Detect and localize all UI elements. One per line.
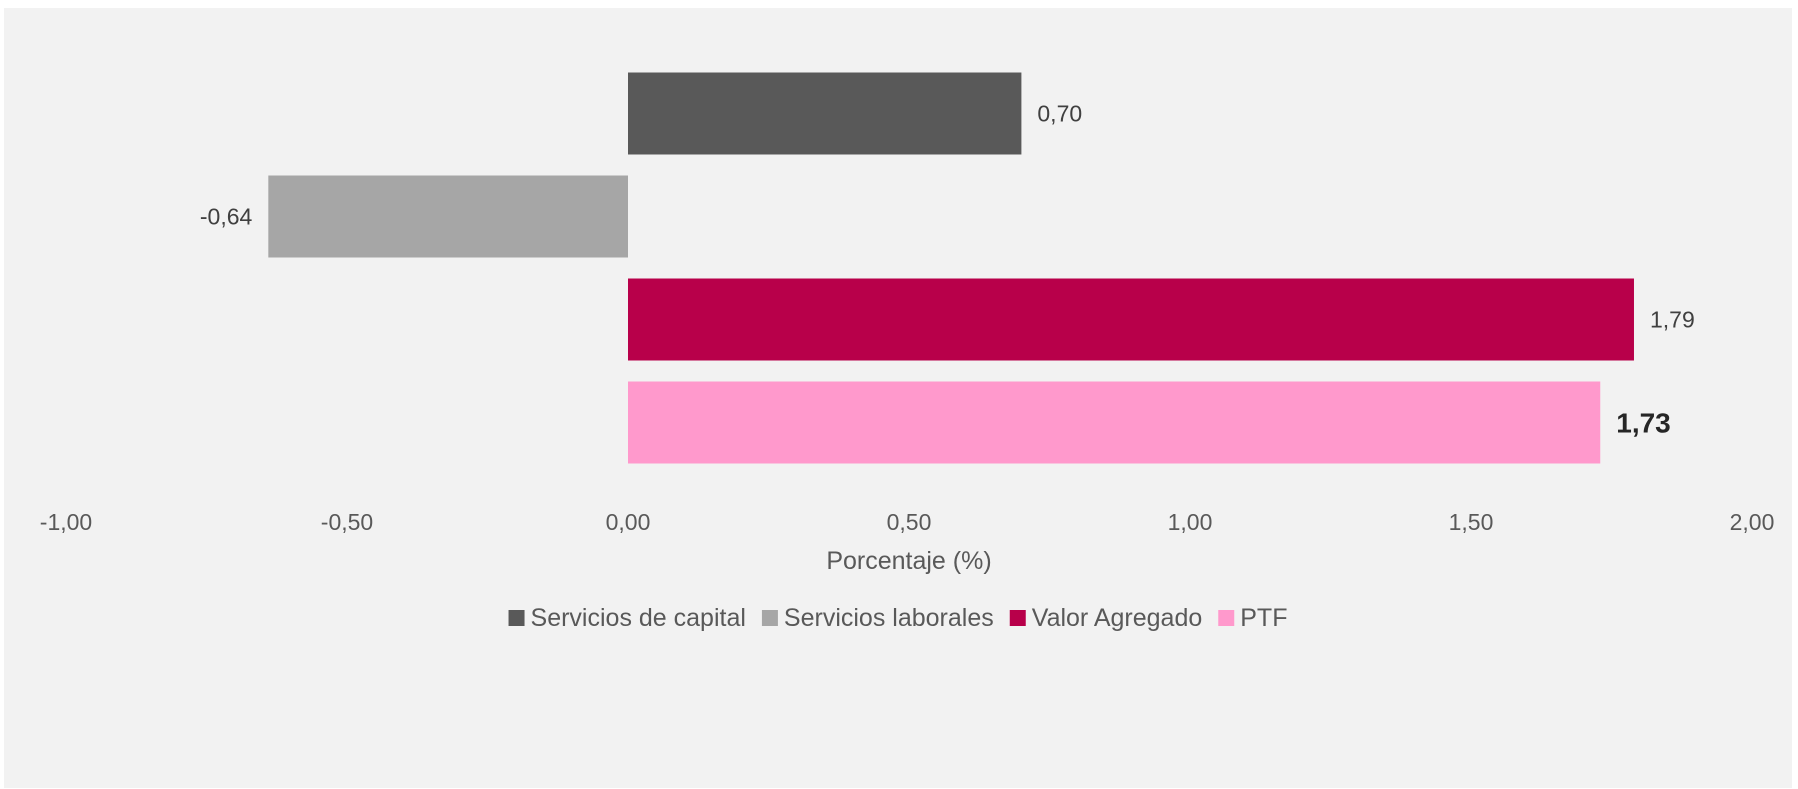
chart-panel: 0,70 -0,64 1,79 1,73 -1,00 -0,50 0,00 0,50 1,00…	[4, 8, 1792, 788]
legend-swatch	[761, 610, 778, 626]
data-label-ptf: 1,73	[1616, 408, 1671, 439]
x-tick-label: 1,00	[1168, 509, 1213, 535]
legend-item-valor-agregado: Valor Agregado	[1009, 604, 1203, 632]
bar-valor-agregado	[628, 278, 1634, 361]
data-label-valor-agregado: 1,79	[1650, 307, 1695, 333]
legend-swatch	[1009, 610, 1026, 626]
legend-item-ptf: PTF	[1218, 604, 1287, 632]
data-labels-layer: 0,70 -0,64 1,79 1,73	[200, 101, 1695, 439]
x-axis-ticks: -1,00 -0,50 0,00 0,50 1,00 1,50 2,00	[40, 509, 1775, 535]
x-tick-label: -0,50	[321, 509, 373, 535]
bar-ptf	[628, 381, 1601, 464]
legend-label: Servicios de capital	[531, 604, 746, 632]
bars-layer	[268, 72, 1634, 464]
legend-swatch	[508, 610, 525, 626]
data-label-servicios-de-capital: 0,70	[1037, 101, 1082, 127]
legend-swatch	[1218, 610, 1235, 626]
x-tick-label: -1,00	[40, 509, 92, 535]
x-tick-label: 0,00	[606, 509, 651, 535]
legend-label: Valor Agregado	[1032, 604, 1203, 632]
bar-chart: 0,70 -0,64 1,79 1,73 -1,00 -0,50 0,00 0,50 1,00…	[40, 72, 1775, 632]
legend-item-servicios-de-capital: Servicios de capital	[508, 604, 746, 632]
bar-servicios-laborales	[268, 175, 628, 258]
legend: Servicios de capital Servicios laborales V…	[508, 604, 1287, 632]
bar-servicios-de-capital	[628, 72, 1022, 155]
legend-label: PTF	[1240, 604, 1287, 632]
legend-label: Servicios laborales	[784, 604, 994, 632]
data-label-servicios-laborales: -0,64	[200, 204, 253, 230]
x-tick-label: 2,00	[1730, 509, 1775, 535]
x-axis-title: Porcentaje (%)	[826, 547, 991, 575]
x-tick-label: 0,50	[887, 509, 932, 535]
legend-item-servicios-laborales: Servicios laborales	[761, 604, 994, 632]
x-tick-label: 1,50	[1449, 509, 1494, 535]
